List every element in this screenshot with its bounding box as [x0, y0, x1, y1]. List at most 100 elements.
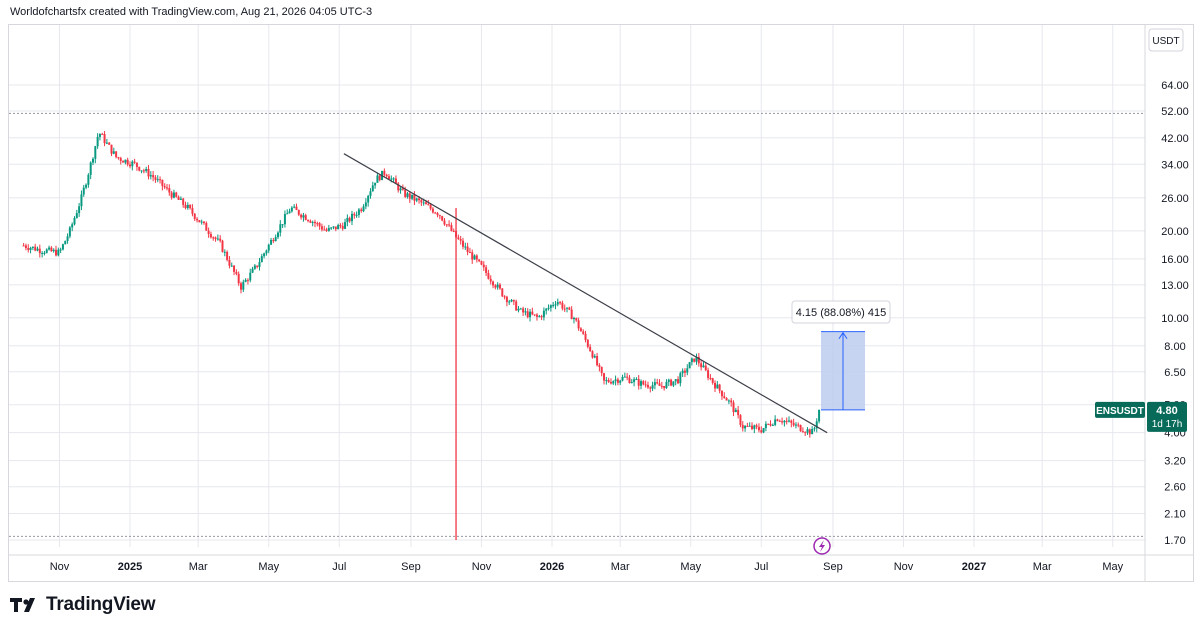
candle: [577, 317, 580, 331]
candle: [339, 223, 342, 229]
candle: [286, 209, 289, 215]
candle-body: [702, 365, 705, 368]
candle: [808, 428, 811, 438]
candle-body: [695, 356, 698, 362]
candle: [732, 400, 735, 417]
y-tick-label: 2.10: [1164, 508, 1185, 520]
candle-body: [603, 373, 606, 381]
y-tick-label: 20.00: [1161, 226, 1189, 238]
candle: [320, 223, 323, 232]
candle-body: [725, 398, 728, 401]
candle: [776, 418, 779, 422]
candle-body: [501, 288, 504, 297]
candle-body: [242, 281, 245, 290]
candle-body: [369, 191, 372, 196]
candle: [135, 162, 138, 171]
candle: [670, 378, 673, 387]
candle-body: [126, 159, 129, 165]
candle: [589, 344, 592, 352]
candle-body: [36, 248, 39, 251]
candle-body: [563, 308, 566, 310]
candle: [415, 197, 418, 203]
candle: [811, 426, 814, 435]
candle-body: [693, 358, 696, 362]
candle-body: [184, 204, 187, 209]
measure-label-text: 4.15 (88.08%) 415: [796, 307, 887, 319]
candle: [531, 307, 534, 316]
candle-body: [533, 314, 536, 316]
candle-body: [274, 237, 277, 242]
candle: [133, 158, 136, 164]
candle-body: [212, 237, 215, 239]
candle: [411, 194, 414, 201]
candle-body: [431, 208, 434, 213]
candle: [357, 208, 360, 218]
candle: [656, 378, 659, 385]
candle-body: [778, 420, 781, 422]
candle-body: [337, 225, 340, 230]
candle-body: [94, 146, 97, 159]
candle: [156, 175, 159, 183]
candle: [175, 191, 178, 198]
candle: [642, 380, 645, 386]
candle-body: [283, 214, 286, 225]
candle-body: [59, 249, 62, 251]
candle-body: [311, 221, 314, 223]
candle: [540, 314, 543, 321]
candle-body: [163, 186, 166, 188]
candle: [223, 249, 226, 257]
price-axis[interactable]: 64.00 52.00 42.00 34.00 26.00 20.00 16.00 13.00…: [1144, 25, 1189, 581]
candle-body: [251, 268, 254, 273]
candle-body: [117, 157, 120, 159]
brand-name: TradingView: [46, 594, 156, 615]
candle: [272, 237, 275, 244]
candle-body: [732, 402, 735, 413]
candle: [297, 209, 300, 217]
candle-body: [101, 133, 104, 135]
candle-body: [515, 301, 518, 311]
candle-body: [570, 309, 573, 320]
candle-body: [48, 247, 51, 250]
candle-body: [690, 358, 693, 363]
x-tick-label: Mar: [1033, 561, 1052, 573]
x-tick-label: 2026: [540, 561, 564, 573]
chart-area[interactable]: 4.15 (88.08%) 415 64.00 52.00 42.00 34.00 26…: [8, 24, 1194, 582]
candle: [341, 222, 344, 231]
candle-body: [138, 166, 141, 171]
candle-body: [519, 308, 522, 310]
candle: [702, 361, 705, 368]
measure-tool-layer[interactable]: 4.15 (88.08%) 415: [791, 300, 891, 411]
time-axis[interactable]: Nov 2025 Mar May Jul Sep Nov 2026 Mar May Jul Sep No…: [9, 554, 1193, 573]
grid-lines: [9, 25, 1145, 547]
price-chart[interactable]: 4.15 (88.08%) 415 64.00 52.00 42.00 34.00 26…: [9, 25, 1193, 581]
candle-body: [801, 431, 804, 433]
candle: [244, 278, 247, 283]
candle-body: [286, 213, 289, 215]
x-tick-label: Jul: [332, 561, 346, 573]
candle-body: [517, 308, 520, 311]
candle: [554, 301, 557, 310]
candle: [258, 257, 261, 271]
candle-body: [545, 308, 548, 311]
candle: [92, 157, 95, 166]
x-tick-label: 2025: [118, 561, 142, 573]
candle: [616, 377, 619, 386]
candle-body: [318, 223, 321, 227]
candle-body: [411, 194, 414, 199]
candle-body: [651, 385, 654, 389]
candle-body: [108, 142, 111, 145]
candle: [478, 259, 481, 263]
candle: [105, 138, 108, 145]
chart-overlays: USDT ENSUSDT 4.80 1d 17h: [813, 28, 1187, 555]
candle: [448, 220, 451, 227]
candle-body: [677, 379, 680, 384]
candle-body: [614, 379, 617, 382]
candle-body: [189, 204, 192, 209]
candle: [480, 260, 483, 266]
candle-body: [797, 424, 800, 426]
currency-label: USDT: [1152, 36, 1179, 47]
candle-body: [235, 271, 238, 274]
candle: [591, 350, 594, 359]
trendline-layer[interactable]: [343, 153, 828, 434]
candle-body: [367, 195, 370, 203]
